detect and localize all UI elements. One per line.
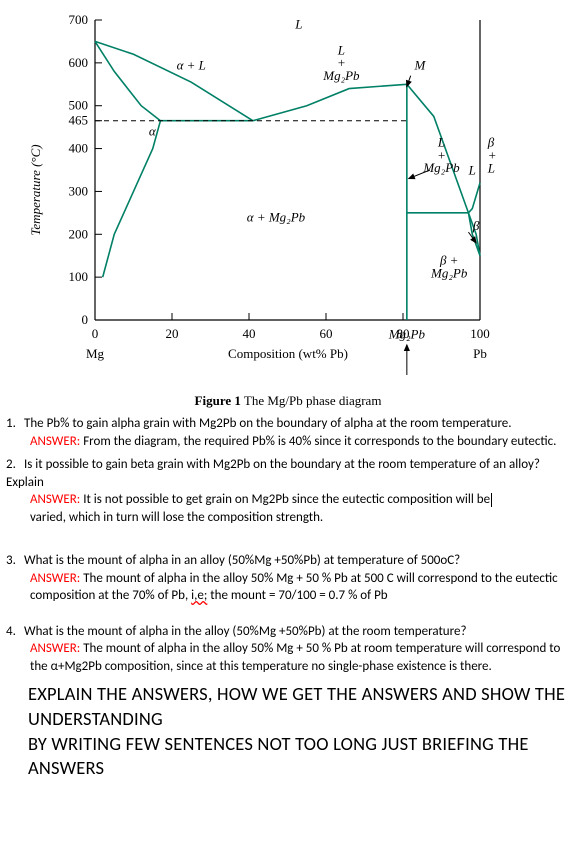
q3-text: What is the mount of alpha in an alloy (… <box>24 553 460 568</box>
a4-text: The mount of alpha in the alloy 50% Mg +… <box>30 641 560 674</box>
svg-text:500: 500 <box>69 98 89 113</box>
q3: 3.What is the mount of alpha in an alloy… <box>6 552 576 605</box>
svg-text:β: β <box>472 218 480 233</box>
svg-text:0: 0 <box>82 312 89 327</box>
svg-text:L: L <box>468 162 476 177</box>
svg-text:20: 20 <box>166 326 179 341</box>
answer-label: ANSWER: <box>30 492 80 507</box>
a2-text: It is not possible to get grain on Mg2Pb… <box>80 492 490 507</box>
instruction-2: BY WRITING FEW SENTENCES NOT TOO LONG JU… <box>6 732 576 782</box>
q1: 1.The Pb% to gain alpha grain with Mg2Pb… <box>6 415 576 450</box>
x-right-label: Pb <box>473 346 487 361</box>
svg-text:Mg₂Pb: Mg₂Pb <box>388 326 426 341</box>
svg-text:200: 200 <box>69 226 89 241</box>
svg-text:α: α <box>149 124 157 139</box>
a3-text-b: the mount = 70/100 = 0.7 % of Pb <box>207 588 387 603</box>
y-axis-label: Temperature (°C) <box>28 144 43 235</box>
svg-text:Mg₂Pb: Mg₂Pb <box>322 68 360 83</box>
svg-text:β+L: β+L <box>487 134 497 175</box>
svg-text:M: M <box>414 57 427 72</box>
figure-caption: Figure 1 The Mg/Pb phase diagram <box>195 393 382 408</box>
svg-text:β +Mg₂Pb: β +Mg₂Pb <box>430 252 468 280</box>
answer-label: ANSWER: <box>30 434 80 449</box>
q1-text: The Pb% to gain alpha grain with Mg2Pb o… <box>24 416 512 431</box>
svg-text:300: 300 <box>69 183 89 198</box>
svg-text:α + Mg₂Pb: α + Mg₂Pb <box>247 209 306 224</box>
q2: 2.Is it possible to gain beta grain with… <box>6 456 576 526</box>
svg-text:40: 40 <box>243 326 256 341</box>
q4-text: What is the mount of alpha in the alloy … <box>24 624 467 639</box>
svg-text:0: 0 <box>92 326 99 341</box>
answer-label: ANSWER: <box>30 641 80 656</box>
instruction-1: EXPLAIN THE ANSWERS, HOW WE GET THE ANSW… <box>6 682 576 732</box>
q4: 4.What is the mount of alpha in the allo… <box>6 623 576 676</box>
svg-text:60: 60 <box>320 326 333 341</box>
svg-text:600: 600 <box>69 55 89 70</box>
a1-text: From the diagram, the required Pb% is 40… <box>80 434 556 449</box>
x-axis-label: Composition (wt% Pb) <box>228 346 348 361</box>
svg-text:α + L: α + L <box>177 57 206 72</box>
qa-content: 1.The Pb% to gain alpha grain with Mg2Pb… <box>0 415 586 781</box>
q2-text: Is it possible to gain beta grain with M… <box>6 457 540 490</box>
text-cursor <box>491 493 492 507</box>
svg-text:700: 700 <box>69 12 89 27</box>
x-left-label: Mg <box>86 346 105 361</box>
a3-ie: i,e; <box>191 588 207 603</box>
svg-text:100: 100 <box>69 269 89 284</box>
svg-text:400: 400 <box>69 141 89 156</box>
svg-text:L: L <box>294 17 302 32</box>
svg-text:465: 465 <box>69 113 89 128</box>
phase-diagram-figure: 0100200300400465500600700 020406080100 L… <box>0 0 586 415</box>
answer-label: ANSWER: <box>30 571 80 586</box>
svg-text:Mg₂Pb: Mg₂Pb <box>422 160 460 175</box>
svg-text:100: 100 <box>470 326 490 341</box>
a2-text2: varied, which in turn will lose the comp… <box>30 510 323 525</box>
